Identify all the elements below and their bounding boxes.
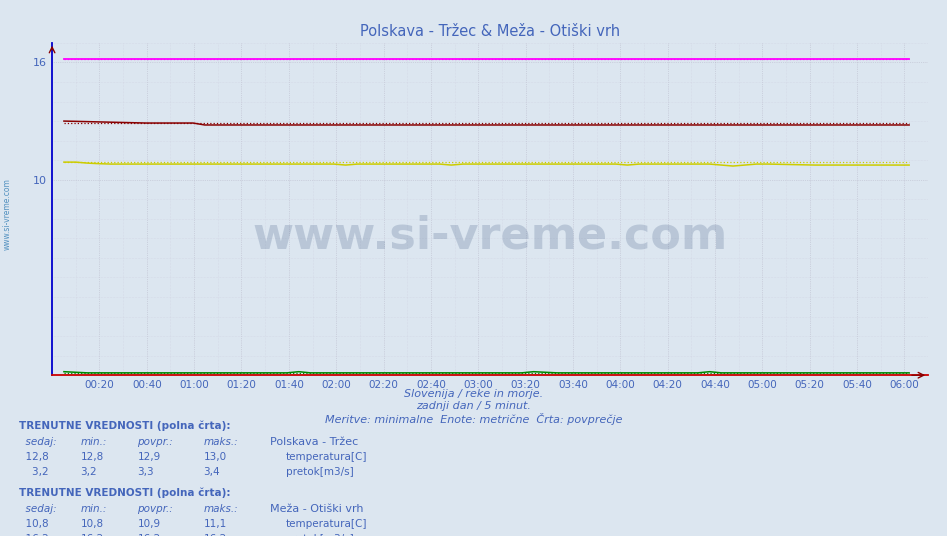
Text: min.:: min.: (80, 504, 107, 515)
Text: zadnji dan / 5 minut.: zadnji dan / 5 minut. (416, 401, 531, 411)
Text: maks.:: maks.: (204, 437, 239, 447)
Text: Meritve: minimalne  Enote: metrične  Črta: povprečje: Meritve: minimalne Enote: metrične Črta:… (325, 413, 622, 425)
Text: www.si-vreme.com: www.si-vreme.com (3, 178, 12, 250)
Text: sedaj:: sedaj: (19, 437, 57, 447)
Text: 16,2: 16,2 (80, 534, 104, 536)
Text: 10,9: 10,9 (137, 519, 160, 530)
Text: sedaj:: sedaj: (19, 504, 57, 515)
Text: 3,3: 3,3 (137, 467, 154, 477)
Text: povpr.:: povpr.: (137, 504, 173, 515)
Text: Meža - Otiški vrh: Meža - Otiški vrh (270, 504, 364, 515)
Text: 10,8: 10,8 (19, 519, 48, 530)
Text: maks.:: maks.: (204, 504, 239, 515)
Text: 10,8: 10,8 (80, 519, 103, 530)
Text: 12,9: 12,9 (137, 452, 161, 462)
Text: 12,8: 12,8 (19, 452, 48, 462)
Text: pretok[m3/s]: pretok[m3/s] (286, 534, 354, 536)
Text: 3,4: 3,4 (204, 467, 221, 477)
Text: temperatura[C]: temperatura[C] (286, 519, 367, 530)
Text: 16,2: 16,2 (19, 534, 48, 536)
Text: 12,8: 12,8 (80, 452, 104, 462)
Text: TRENUTNE VREDNOSTI (polna črta):: TRENUTNE VREDNOSTI (polna črta): (19, 488, 230, 498)
Text: 16,2: 16,2 (137, 534, 161, 536)
Text: 3,2: 3,2 (19, 467, 48, 477)
Text: temperatura[C]: temperatura[C] (286, 452, 367, 462)
Title: Polskava - Tržec & Meža - Otiški vrh: Polskava - Tržec & Meža - Otiški vrh (360, 24, 620, 39)
Text: min.:: min.: (80, 437, 107, 447)
Text: pretok[m3/s]: pretok[m3/s] (286, 467, 354, 477)
Text: 16,2: 16,2 (204, 534, 227, 536)
Text: 11,1: 11,1 (204, 519, 227, 530)
Text: Polskava - Tržec: Polskava - Tržec (270, 437, 358, 447)
Text: TRENUTNE VREDNOSTI (polna črta):: TRENUTNE VREDNOSTI (polna črta): (19, 420, 230, 431)
Text: 3,2: 3,2 (80, 467, 98, 477)
Text: 13,0: 13,0 (204, 452, 226, 462)
Text: www.si-vreme.com: www.si-vreme.com (253, 214, 727, 257)
Text: Slovenija / reke in morje.: Slovenija / reke in morje. (404, 389, 543, 399)
Text: povpr.:: povpr.: (137, 437, 173, 447)
